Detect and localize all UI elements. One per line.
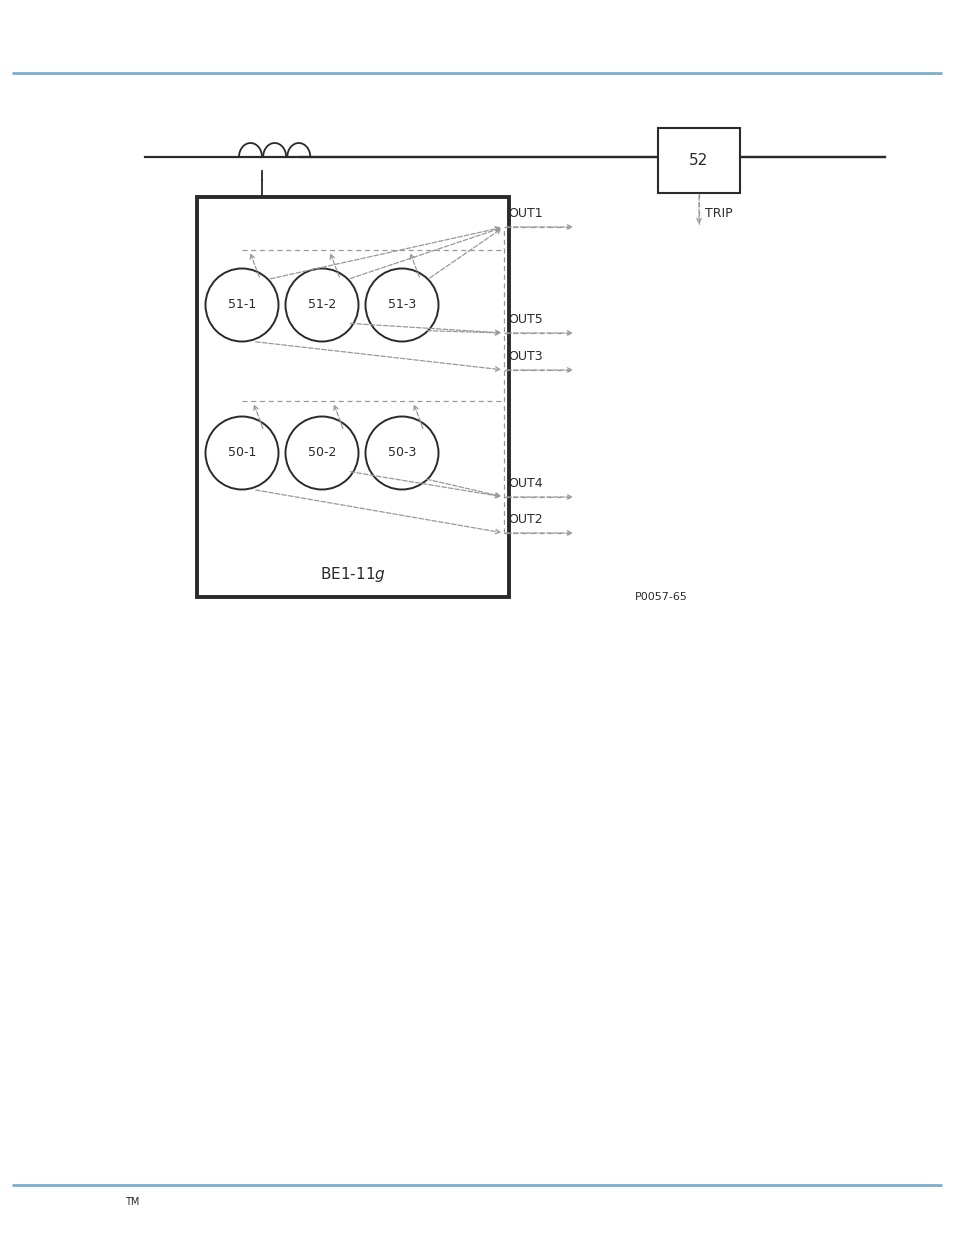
Text: 51-2: 51-2 — [308, 299, 335, 311]
Text: TRIP: TRIP — [704, 207, 732, 220]
Text: OUT1: OUT1 — [507, 207, 542, 220]
Text: 51-1: 51-1 — [228, 299, 255, 311]
Text: OUT4: OUT4 — [507, 477, 542, 490]
Text: OUT5: OUT5 — [507, 312, 542, 326]
Text: 50-1: 50-1 — [228, 447, 256, 459]
Bar — [658, 128, 740, 193]
Circle shape — [205, 416, 278, 489]
Text: 50-3: 50-3 — [388, 447, 416, 459]
Text: OUT2: OUT2 — [507, 513, 542, 526]
Circle shape — [365, 416, 438, 489]
Text: 52: 52 — [689, 153, 708, 168]
Circle shape — [285, 268, 358, 342]
Circle shape — [285, 416, 358, 489]
Text: P0057-65: P0057-65 — [635, 592, 687, 601]
Text: 50-2: 50-2 — [308, 447, 335, 459]
Circle shape — [365, 268, 438, 342]
Text: TM: TM — [125, 1197, 139, 1207]
Text: OUT3: OUT3 — [507, 350, 542, 363]
Circle shape — [205, 268, 278, 342]
Text: BE1-11$\mathit{g}$: BE1-11$\mathit{g}$ — [320, 566, 386, 584]
Bar — [196, 198, 509, 597]
Text: 51-3: 51-3 — [388, 299, 416, 311]
